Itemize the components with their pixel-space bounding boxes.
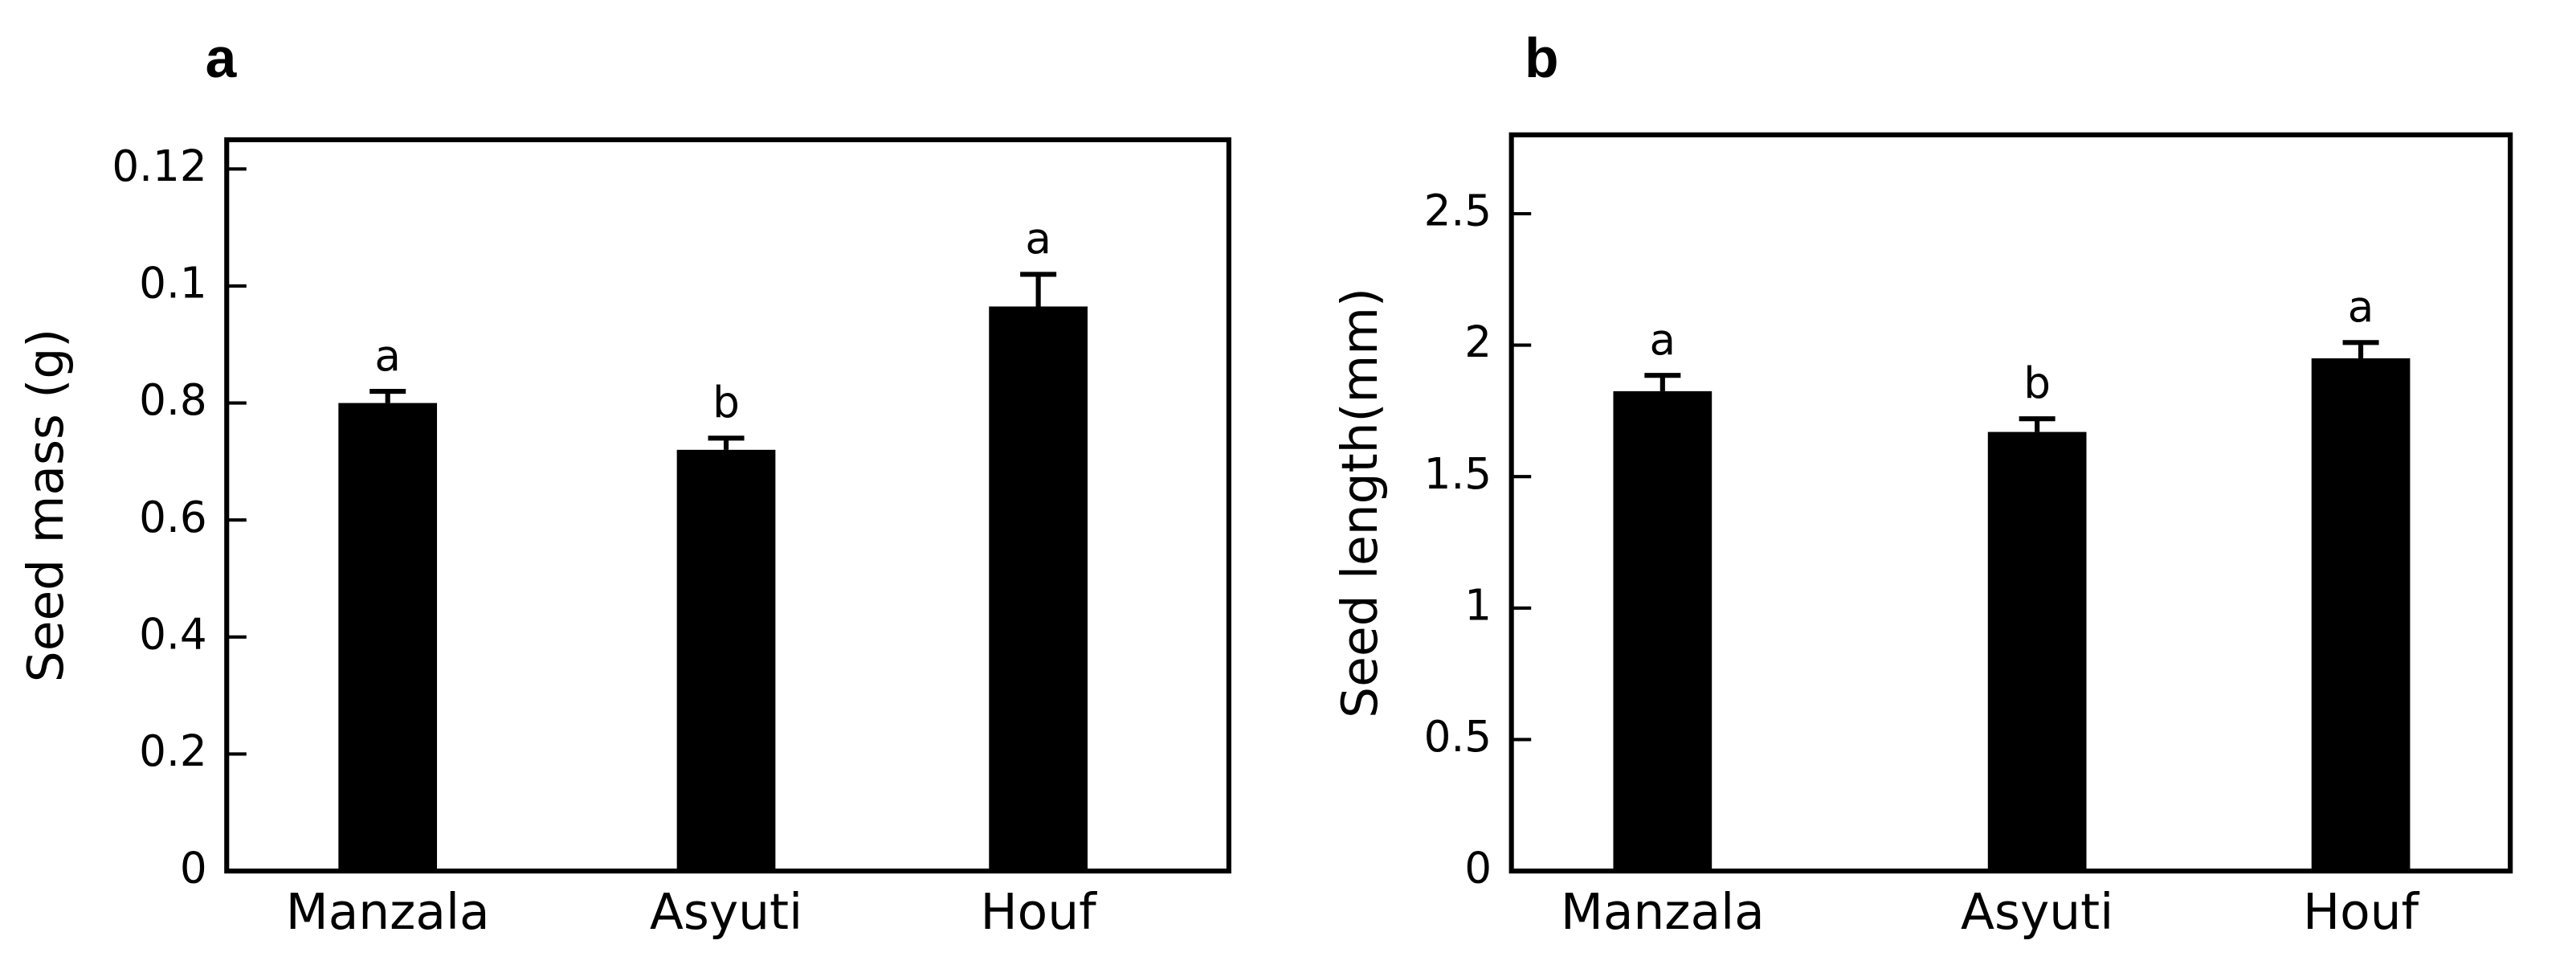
bar: [1613, 390, 1713, 872]
y-tick-label: 0.2: [139, 726, 207, 776]
y-tick-label: 0: [1464, 844, 1492, 893]
y-tick-label: 2: [1464, 317, 1492, 367]
y-tick-label: 1: [1464, 580, 1492, 630]
x-tick-label: Houf: [2303, 884, 2420, 941]
bar: [338, 403, 438, 872]
bar: [989, 306, 1088, 872]
y-tick-label: 0.8: [139, 375, 207, 425]
bar: [1987, 431, 2087, 872]
y-tick-label: 1.5: [1424, 449, 1492, 499]
significance-letter: b: [712, 378, 740, 427]
plot-frame: [224, 137, 1231, 874]
x-tick-label: Asyuti: [1961, 884, 2113, 941]
y-tick-label: 0.1: [139, 259, 207, 309]
x-tick-label: Asyuti: [650, 884, 802, 941]
y-axis-label: Seed mass (g): [18, 329, 75, 682]
significance-letter: b: [2023, 358, 2051, 408]
significance-letter: a: [2348, 282, 2374, 332]
y-tick-label: 0.5: [1424, 712, 1492, 762]
y-tick-label: 0.4: [139, 609, 207, 659]
significance-letter: a: [1650, 315, 1676, 365]
y-axis-label: Seed length(mm): [1332, 288, 1389, 718]
bar: [2311, 358, 2411, 872]
significance-letter: a: [374, 331, 401, 381]
y-tick-label: 0.6: [139, 493, 207, 542]
y-tick-label: 0.12: [112, 141, 206, 191]
x-tick-label: Manzala: [1561, 884, 1765, 941]
x-tick-label: Houf: [981, 884, 1098, 941]
bar: [676, 449, 776, 872]
y-tick-label: 2.5: [1424, 186, 1492, 236]
panel-label: a: [206, 27, 238, 89]
significance-letter: a: [1025, 214, 1051, 264]
panel-label: b: [1525, 27, 1558, 89]
y-tick-label: 0: [180, 844, 207, 893]
plot-frame: [1508, 132, 2513, 874]
x-tick-label: Manzala: [286, 884, 490, 941]
